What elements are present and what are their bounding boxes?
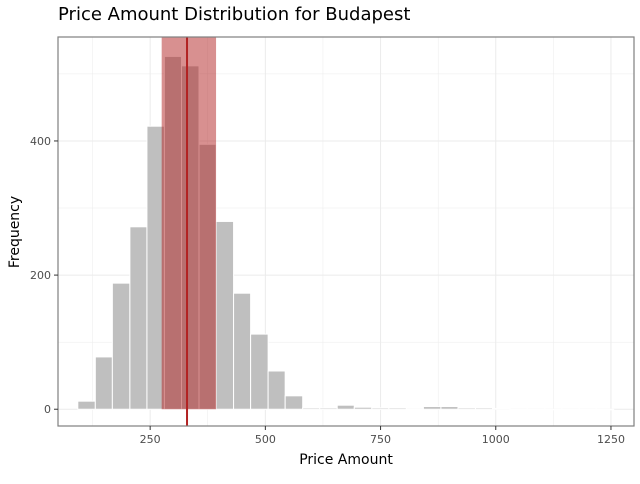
histogram-bar [474,407,494,410]
y-tick-label: 0 [44,403,51,416]
histogram-bar [111,282,131,410]
histogram-bar [94,356,113,410]
histogram-bar [422,406,442,410]
histogram-bar [77,400,96,410]
x-axis-ticks: 250 500 750 1000 1250 [140,426,625,446]
histogram-bars [77,55,615,411]
chart-title: Price Amount Distribution for Budapest [58,4,410,25]
histogram-bar [215,220,235,410]
histogram-bar [526,408,546,411]
histogram-bar [595,408,615,411]
histogram-bar [405,408,424,411]
x-tick-label: 1000 [482,433,510,446]
histogram-bar [388,407,407,410]
y-tick-label: 200 [30,269,51,282]
highlight-band [161,37,217,410]
histogram-bar [250,333,269,410]
highlight-band-layer [161,37,217,410]
histogram-bar [336,404,355,410]
histogram-bar [284,395,304,410]
histogram-bar [319,407,338,410]
histogram-bar [544,408,563,411]
histogram-bar [492,408,511,410]
histogram-bar [129,226,148,410]
histogram-bar [302,407,321,410]
y-axis-ticks: 0 200 400 [30,135,58,416]
histogram-bar [509,408,528,411]
x-tick-label: 750 [370,433,391,446]
histogram-bar [267,370,286,410]
x-tick-label: 1250 [597,433,625,446]
y-tick-label: 400 [30,135,51,148]
y-axis-label: Frequency [7,196,23,268]
histogram-bar [233,292,252,410]
x-tick-label: 250 [140,433,161,446]
histogram-bar [371,407,390,410]
histogram-bar [578,408,597,411]
x-axis-label: Price Amount [299,452,393,468]
histogram-bar [457,407,476,410]
panel-border [57,36,635,427]
histogram-bar [561,408,580,411]
histogram-bar [353,406,373,410]
x-tick-label: 500 [255,433,276,446]
histogram-bar [440,406,459,410]
